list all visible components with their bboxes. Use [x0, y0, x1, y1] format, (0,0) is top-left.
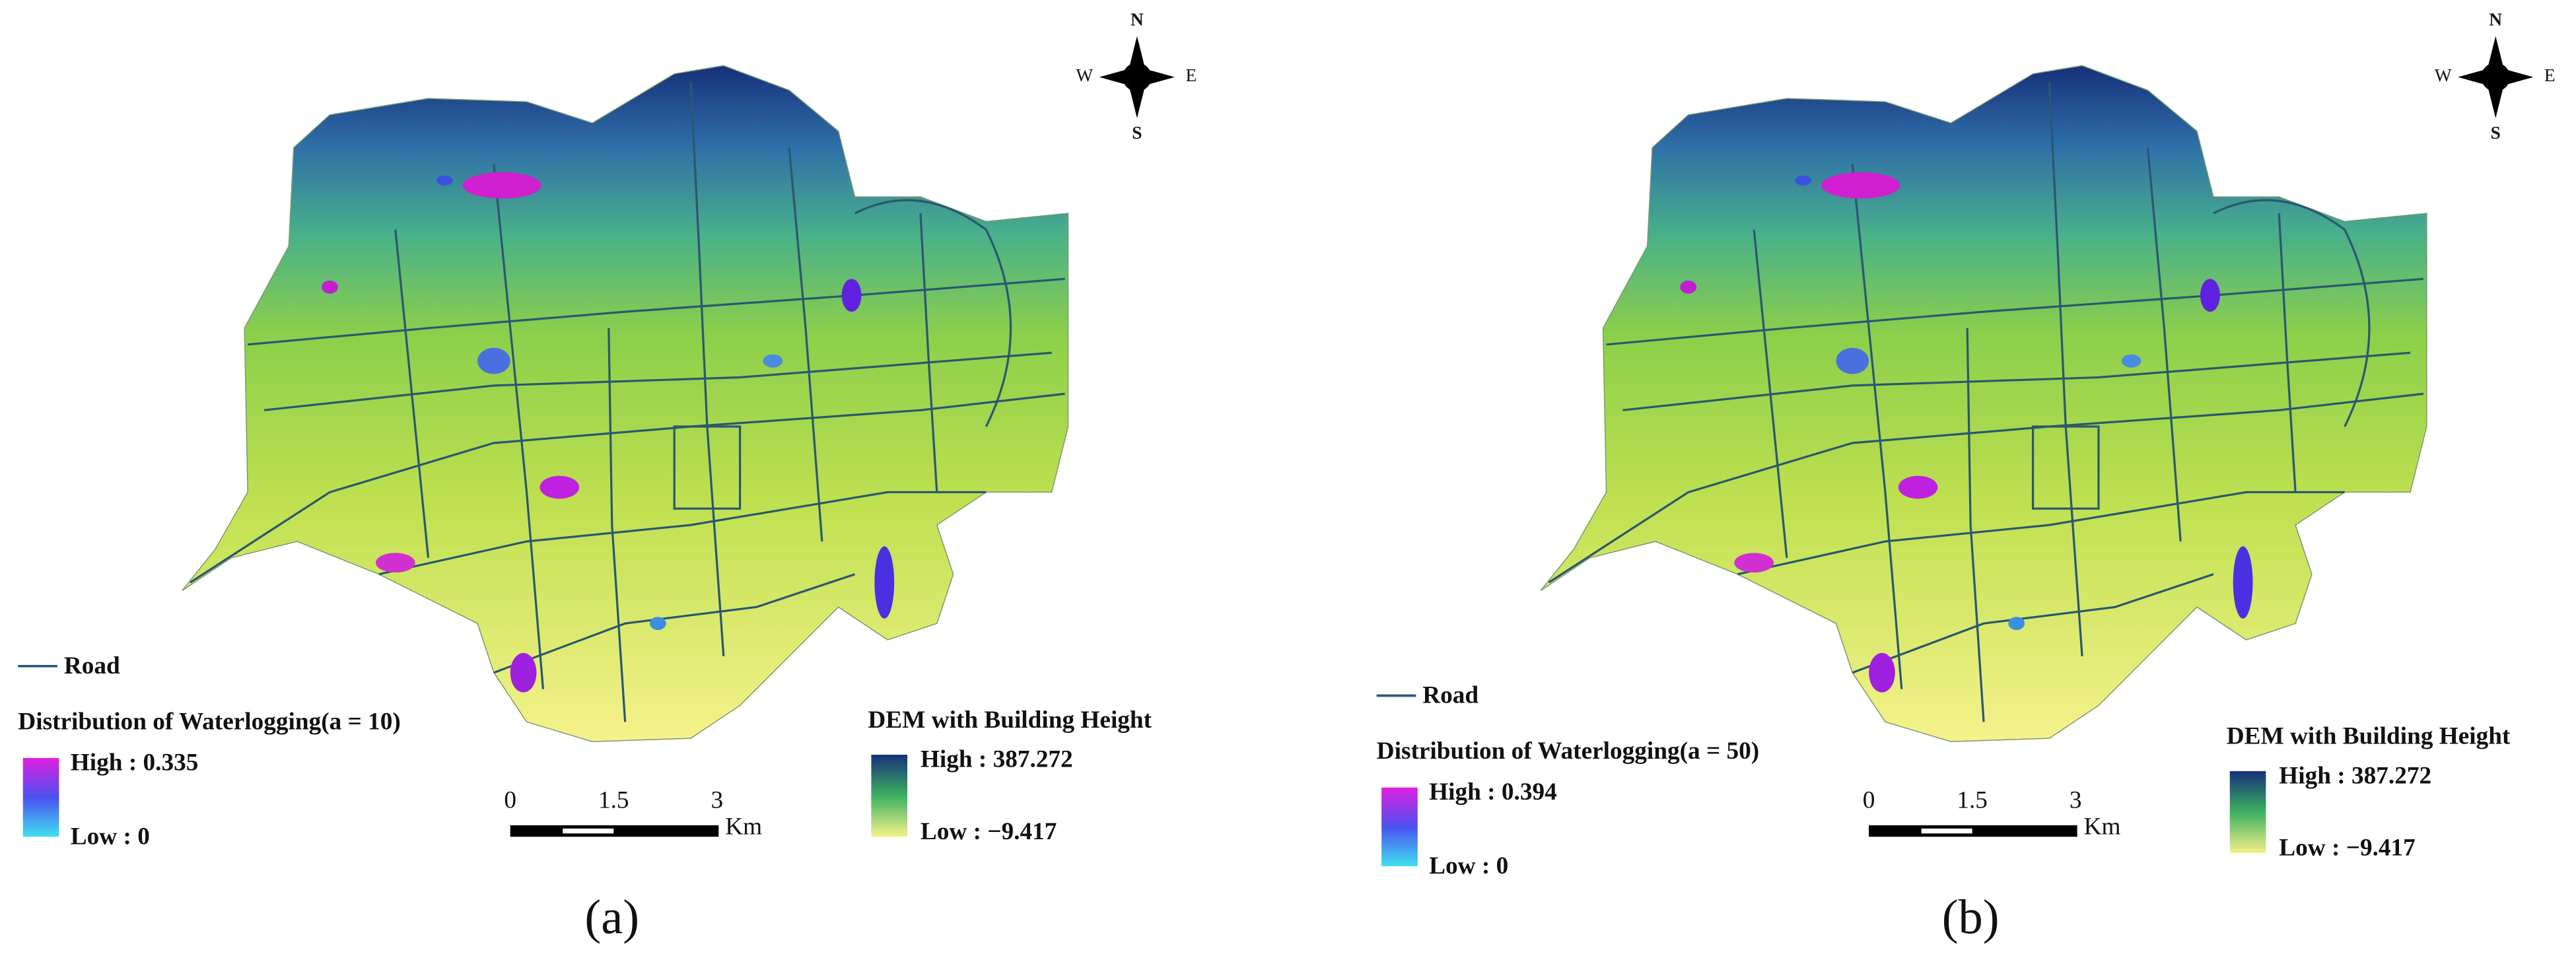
compass-s: S: [2491, 123, 2501, 143]
caption: (b): [1942, 891, 2000, 945]
caption: (a): [584, 891, 639, 945]
waterlogging-colorbar: [1381, 787, 1418, 866]
scale-label: 0: [504, 787, 516, 814]
compass-e: E: [1186, 65, 1197, 85]
waterlogging-title: Distribution of Waterlogging(a = 10): [18, 708, 401, 735]
dem-high: High : 387.272: [2279, 762, 2431, 789]
scale-label: 1.5: [1957, 787, 1988, 814]
compass: N S W E: [2435, 10, 2556, 143]
compass-e: E: [2544, 65, 2556, 85]
scale-bar: 0 1.5 3 Km: [504, 787, 762, 841]
scale-label: 3: [711, 787, 723, 814]
compass-n: N: [1131, 10, 1144, 30]
waterlogging-colorbar: [22, 757, 59, 837]
dem-legend: DEM with Building Height High : 387.272 …: [868, 707, 1152, 845]
waterlogging-high: High : 0.394: [1429, 778, 1557, 806]
compass-w: W: [2435, 65, 2452, 85]
scale-bar: 0 1.5 3 Km: [1863, 787, 2121, 841]
compass-w: W: [1076, 65, 1093, 85]
roads: [1548, 82, 2424, 722]
dem-legend: DEM with Building Height High : 387.272 …: [2227, 723, 2511, 862]
scale-label: 3: [2070, 787, 2082, 814]
road-legend: Road: [1422, 682, 1479, 709]
scale-unit: Km: [2084, 813, 2121, 840]
roads: [190, 82, 1065, 722]
map-panel: Road Distribution of Waterlogging(a = 10…: [18, 10, 1197, 945]
waterlogging-high: High : 0.335: [71, 749, 199, 776]
road-legend: Road: [64, 652, 120, 679]
scale-label: 0: [1863, 787, 1875, 814]
scale-label: 1.5: [598, 787, 629, 814]
map-area: [1540, 65, 2427, 742]
left-legend: Road Distribution of Waterlogging(a = 50…: [1377, 682, 1760, 880]
left-legend: Road Distribution of Waterlogging(a = 10…: [18, 652, 401, 850]
dem-high: High : 387.272: [921, 745, 1073, 773]
waterlogging-patches: [321, 172, 895, 693]
waterlogging-low: Low : 0: [1429, 852, 1508, 880]
compass: N S W E: [1076, 10, 1197, 143]
scale-unit: Km: [725, 813, 762, 840]
compass-s: S: [1132, 123, 1142, 143]
dem-low: Low : −9.417: [921, 818, 1057, 845]
dem-title: DEM with Building Height: [2227, 723, 2511, 750]
waterlogging-patches: [1680, 172, 2253, 693]
map-area: [182, 65, 1069, 742]
dem-colorbar: [871, 754, 908, 837]
dem-low: Low : −9.417: [2279, 835, 2416, 862]
waterlogging-title: Distribution of Waterlogging(a = 50): [1377, 738, 1760, 765]
dem-title: DEM with Building Height: [868, 707, 1152, 734]
map-panel: Road Distribution of Waterlogging(a = 50…: [1377, 10, 2556, 945]
compass-n: N: [2489, 10, 2502, 30]
waterlogging-low: Low : 0: [71, 823, 150, 850]
dem-colorbar: [2229, 771, 2266, 854]
